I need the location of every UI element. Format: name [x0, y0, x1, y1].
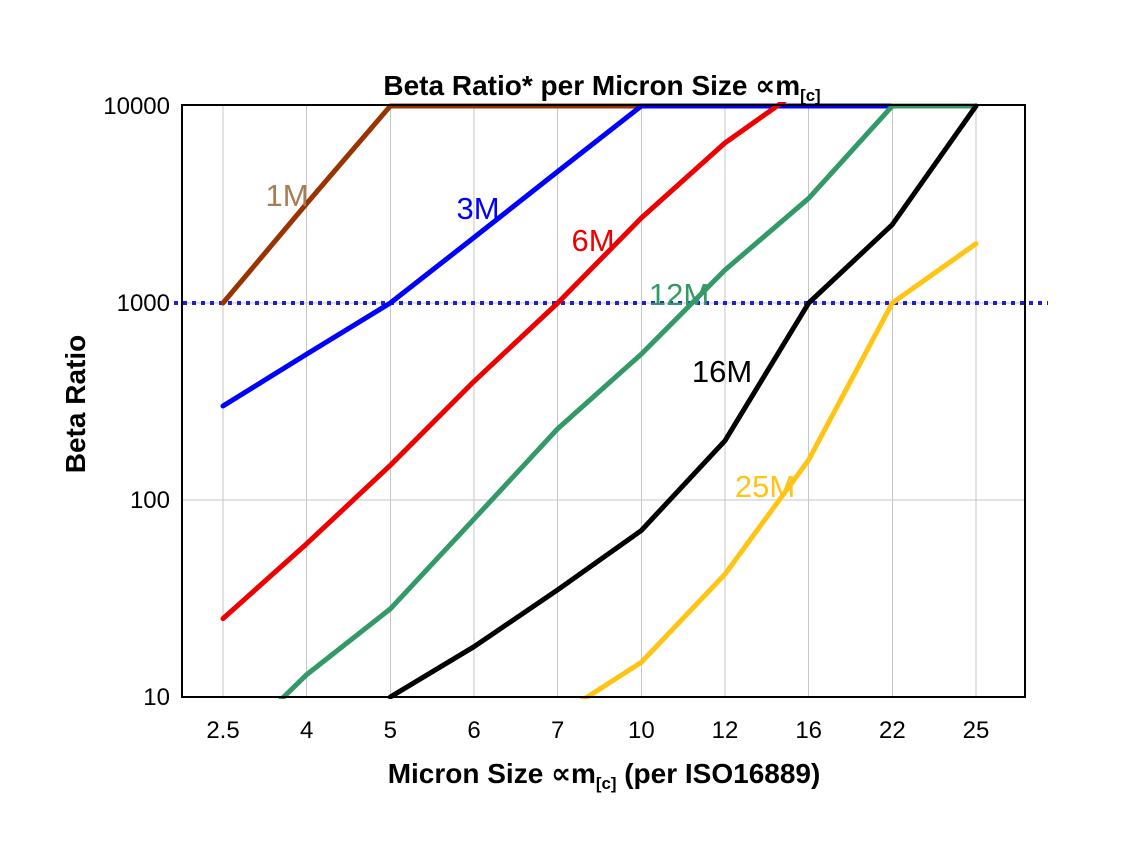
y-axis-title: Beta Ratio [60, 334, 91, 474]
plot-border [181, 104, 1026, 698]
x-axis-title-subscript: [c] [595, 774, 617, 794]
x-tick-7: 7 [551, 717, 564, 744]
x-tick-5: 5 [384, 717, 397, 744]
x-axis-title-suffix: (per ISO16889) [616, 758, 821, 790]
chart-title-unit: ∝m [755, 70, 801, 101]
x-tick-16: 16 [795, 717, 822, 744]
series-label-3M: 3M [456, 191, 499, 226]
series-label-12M: 12M [649, 277, 709, 312]
x-tick-6: 6 [467, 717, 480, 744]
y-tick-10000: 10000 [103, 93, 170, 120]
series-line-25M [579, 241, 979, 699]
series-line-12M [278, 103, 979, 699]
chart-title: Beta Ratio* per Micron Size ∝m[c] [383, 70, 820, 104]
chart-title-text: Beta Ratio* per Micron Size [383, 70, 756, 101]
x-tick-4: 4 [300, 717, 313, 744]
series-label-6M: 6M [571, 223, 614, 258]
y-tick-1000: 1000 [117, 290, 170, 317]
series-label-16M: 16M [692, 354, 752, 389]
y-tick-10: 10 [143, 684, 170, 711]
x-tick-22: 22 [879, 717, 906, 744]
chart-title-subscript: [c] [800, 86, 821, 105]
y-tick-100: 100 [130, 487, 170, 514]
x-axis-title: Micron Size ∝m[c] (per ISO16889) [387, 758, 821, 792]
x-axis-title-unit: ∝m [551, 758, 596, 790]
series-line-16M [387, 103, 979, 699]
series-line-6M [220, 102, 788, 622]
x-tick-25: 25 [963, 717, 990, 744]
x-tick-12: 12 [712, 717, 739, 744]
series-label-1M: 1M [265, 178, 308, 213]
x-axis-title-text: Micron Size [387, 758, 552, 790]
series-label-25M: 25M [735, 469, 795, 504]
x-tick-10: 10 [628, 717, 655, 744]
x-tick-2.5: 2.5 [206, 717, 239, 744]
